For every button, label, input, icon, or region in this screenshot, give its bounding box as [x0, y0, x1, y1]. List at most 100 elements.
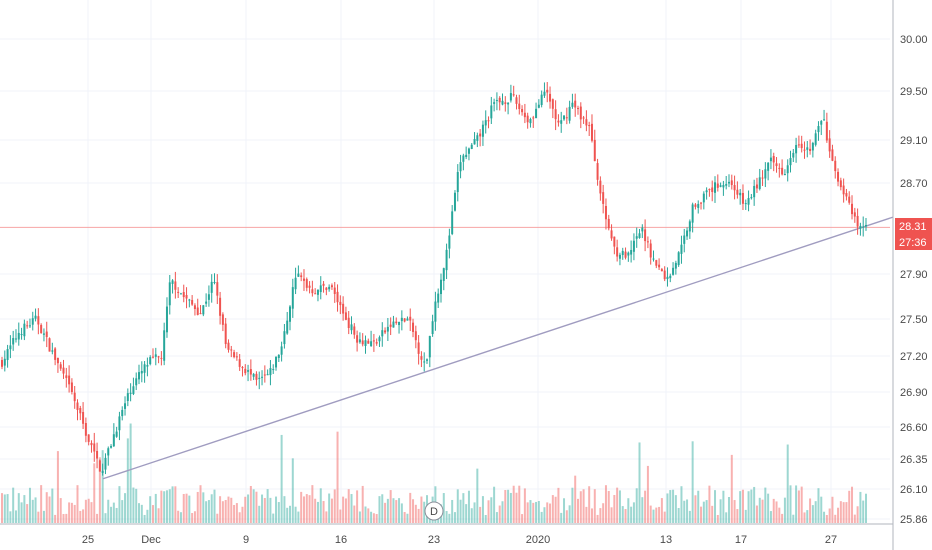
volume-bar — [51, 488, 54, 523]
candle-body — [342, 303, 345, 314]
candle-body — [336, 291, 339, 303]
countdown-badge: 27:36 — [895, 234, 932, 250]
candle-body — [512, 94, 515, 96]
volume-bar — [563, 498, 566, 523]
volume-bar — [481, 496, 484, 523]
volume-bar — [694, 495, 697, 523]
volume-bar — [554, 496, 557, 523]
candle-body — [135, 378, 138, 386]
volume-bar — [493, 486, 496, 523]
candle-body — [811, 142, 814, 151]
candle-body — [467, 148, 470, 154]
candle-body — [168, 282, 171, 306]
candle-body — [736, 189, 739, 195]
candle-body — [367, 340, 370, 344]
volume-bar — [56, 451, 59, 523]
candle-body — [521, 109, 524, 113]
candle-body — [82, 412, 85, 424]
candle-body — [297, 273, 300, 277]
candle-body — [727, 181, 730, 184]
volume-bar — [412, 499, 415, 523]
trend-line[interactable] — [102, 216, 894, 480]
volume-bar — [110, 506, 113, 523]
volume-bar — [42, 510, 45, 523]
volume-bar — [342, 496, 345, 523]
candle-body — [767, 162, 770, 171]
volume-bar — [233, 504, 236, 523]
volume-bar — [837, 507, 840, 523]
last-price-badge: 28.31 — [895, 218, 932, 234]
volume-bar — [138, 503, 141, 523]
candle-body — [9, 345, 12, 350]
volume-bar — [507, 489, 510, 523]
candle-body — [143, 364, 146, 373]
volume-bar — [535, 501, 538, 523]
candle-body — [537, 104, 540, 108]
candle-body — [90, 442, 93, 446]
volume-bar — [389, 490, 392, 523]
volume-bar — [744, 509, 747, 523]
candle-body — [14, 338, 17, 340]
volume-bar — [526, 502, 529, 523]
time-tick-label: 23 — [428, 534, 440, 546]
volume-bar — [400, 503, 403, 523]
candle-body — [800, 143, 803, 149]
volume-bar — [269, 497, 272, 523]
volume-bar — [79, 510, 82, 523]
price-axis[interactable]: 30.00 29.50 29.10 28.70 27.90 27.50 27.20 26.90… — [900, 34, 928, 526]
volume-bar — [753, 486, 756, 523]
volume-bar — [445, 511, 448, 523]
volume-bar — [797, 490, 800, 523]
candle-body — [54, 348, 57, 360]
volume-bar — [28, 487, 31, 523]
interval-marker[interactable]: D — [424, 501, 444, 521]
volume-bar — [817, 488, 820, 523]
candle-body — [565, 117, 568, 119]
candle-body — [149, 357, 152, 365]
time-tick-label: Dec — [141, 534, 161, 546]
time-tick-label: 16 — [335, 534, 347, 546]
volume-bar — [230, 497, 233, 523]
candle-body — [775, 163, 778, 167]
candle-body — [185, 294, 188, 299]
candle-body — [347, 317, 350, 329]
volume-bar — [154, 493, 157, 523]
volume-bar — [565, 510, 568, 523]
candle-body — [233, 352, 236, 358]
candle-body — [314, 293, 317, 295]
candle-body — [781, 167, 784, 175]
volume-bar — [828, 508, 831, 523]
volume-bar — [571, 487, 574, 523]
candle-body — [59, 364, 62, 369]
candle-body — [395, 321, 398, 324]
time-tick-label: 13 — [660, 534, 672, 546]
volume-bar — [845, 502, 848, 523]
volume-bar — [618, 490, 621, 523]
candle-body — [579, 106, 582, 120]
candle-body — [126, 393, 129, 402]
volume-bar — [697, 490, 700, 523]
volume-bar — [294, 506, 297, 523]
volume-bar — [384, 502, 387, 523]
time-axis[interactable]: 25 Dec 9 16 23 2020 13 17 27 — [82, 534, 837, 546]
volume-bar — [772, 498, 775, 523]
price-candles[interactable] — [1, 82, 867, 476]
volume-bar — [716, 514, 719, 523]
volume-bar — [319, 488, 322, 523]
candle-body — [230, 349, 233, 351]
candle-body — [157, 356, 160, 358]
candle-body — [322, 283, 325, 286]
interval-marker-label: D — [430, 506, 438, 518]
volume-bar — [459, 499, 462, 523]
volume-bar — [247, 494, 250, 523]
volume-bar — [129, 423, 132, 523]
candle-body — [532, 117, 535, 119]
volume-bar — [691, 441, 694, 523]
volume-bar — [280, 434, 283, 523]
volume-bar — [3, 494, 6, 523]
candle-body — [333, 287, 336, 295]
candle-body — [263, 374, 266, 376]
volume-bar — [121, 500, 124, 523]
volume-bar — [680, 486, 683, 523]
